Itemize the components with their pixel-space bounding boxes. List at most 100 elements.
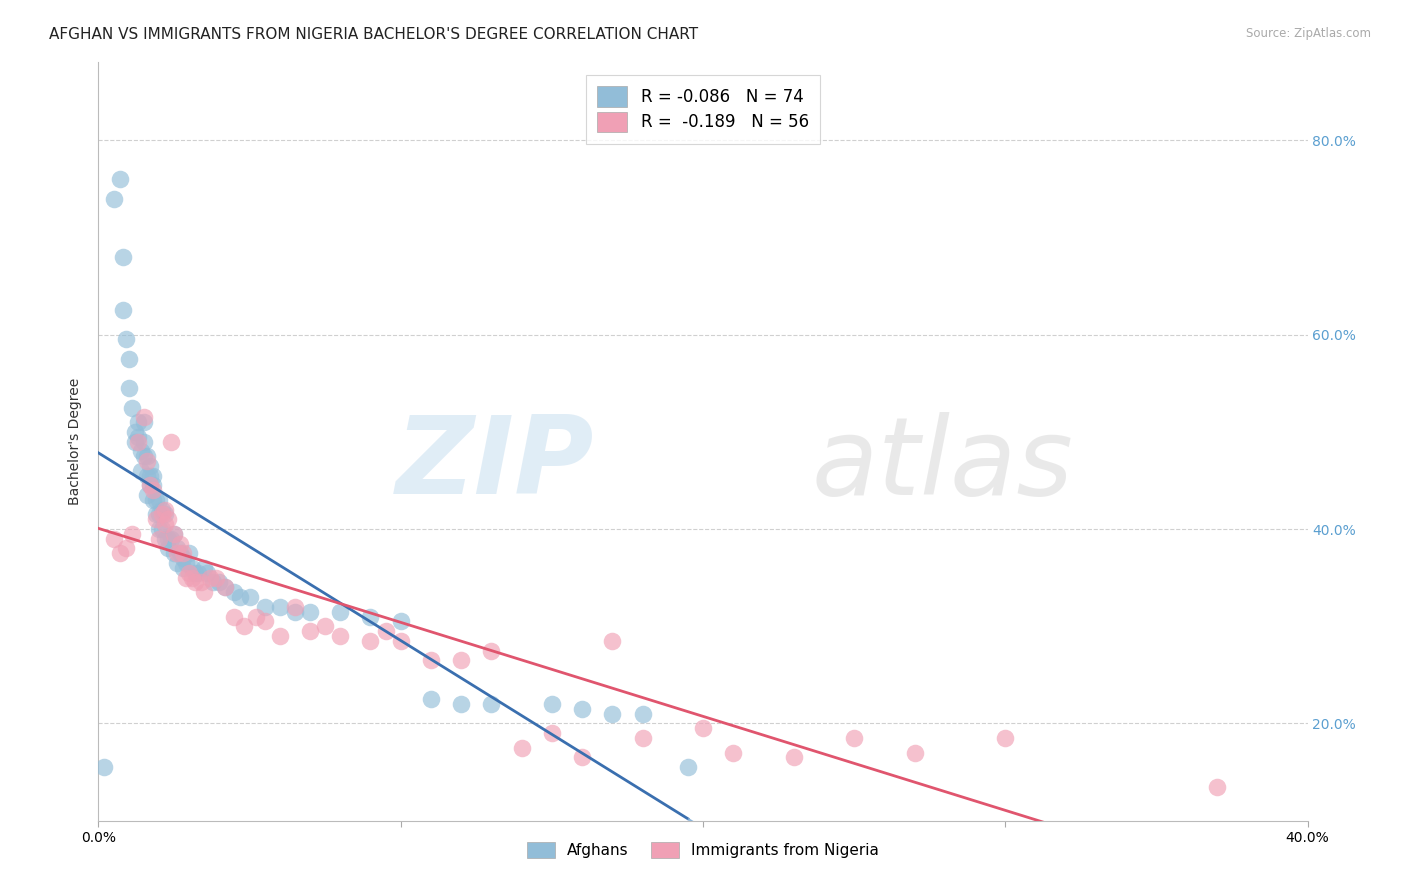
Point (121, 527, 143, 541)
Point (193, 585, 215, 599)
Point (129, 444, 152, 458)
Point (150, 502, 173, 516)
Point (121, 401, 143, 415)
Point (329, 629, 352, 643)
Point (1206, 780, 1229, 794)
Point (142, 478, 165, 492)
Point (692, 721, 714, 735)
Point (103, 192, 125, 206)
Point (169, 546, 191, 560)
Point (153, 532, 176, 546)
Point (510, 740, 533, 755)
Point (174, 556, 197, 570)
Point (571, 702, 593, 716)
Point (172, 561, 194, 575)
Point (631, 731, 654, 745)
Text: atlas: atlas (811, 412, 1074, 516)
Point (420, 692, 443, 706)
Point (195, 566, 218, 580)
Point (602, 633, 624, 648)
Point (156, 512, 179, 526)
Point (166, 546, 188, 560)
Point (142, 468, 165, 483)
Point (148, 508, 170, 522)
Point (450, 653, 472, 667)
Point (269, 629, 291, 643)
Point (481, 643, 503, 657)
Point (299, 605, 322, 619)
Point (253, 615, 276, 629)
Point (145, 512, 167, 526)
Point (269, 599, 291, 614)
Point (253, 599, 276, 614)
Point (200, 571, 222, 585)
Point (205, 571, 228, 585)
Point (360, 609, 382, 624)
Point (166, 541, 188, 556)
Point (360, 633, 382, 648)
Point (139, 478, 162, 492)
Point (994, 731, 1017, 745)
Point (142, 483, 165, 497)
Point (114, 333, 136, 347)
Point (163, 546, 186, 560)
Point (190, 575, 212, 590)
Point (108, 546, 131, 560)
Point (124, 434, 146, 449)
Point (135, 454, 157, 468)
Point (329, 605, 352, 619)
Y-axis label: Bachelor's Degree: Bachelor's Degree (69, 378, 83, 505)
Point (145, 508, 167, 522)
Point (179, 546, 201, 560)
Point (148, 492, 170, 507)
Point (904, 746, 927, 760)
Point (124, 425, 146, 439)
Point (389, 633, 412, 648)
Point (103, 532, 125, 546)
Text: ZIP: ZIP (396, 411, 595, 517)
Point (181, 571, 204, 585)
Point (139, 478, 162, 492)
Point (783, 750, 806, 764)
Point (163, 527, 186, 541)
Point (229, 590, 252, 604)
Text: AFGHAN VS IMMIGRANTS FROM NIGERIA BACHELOR'S DEGREE CORRELATION CHART: AFGHAN VS IMMIGRANTS FROM NIGERIA BACHEL… (49, 27, 699, 42)
Point (676, 760, 699, 774)
Point (184, 575, 207, 590)
Point (299, 624, 322, 639)
Point (132, 410, 155, 425)
Point (114, 541, 136, 556)
Point (187, 566, 209, 580)
Point (150, 522, 173, 536)
Point (148, 522, 170, 536)
Point (540, 726, 562, 740)
Point (631, 706, 654, 721)
Point (135, 488, 157, 502)
Point (202, 575, 225, 590)
Point (150, 508, 173, 522)
Point (153, 517, 176, 532)
Point (145, 492, 167, 507)
Point (153, 502, 176, 516)
Point (540, 697, 562, 711)
Point (224, 609, 246, 624)
Point (172, 551, 194, 566)
Point (284, 599, 307, 614)
Point (174, 571, 197, 585)
Point (208, 575, 231, 590)
Point (239, 590, 262, 604)
Point (314, 619, 336, 633)
Point (118, 381, 141, 395)
Point (160, 434, 183, 449)
Point (135, 449, 157, 463)
Point (723, 746, 745, 760)
Point (284, 605, 307, 619)
Point (389, 615, 412, 629)
Point (224, 585, 246, 599)
Text: Source: ZipAtlas.com: Source: ZipAtlas.com (1246, 27, 1371, 40)
Point (179, 566, 201, 580)
Point (156, 532, 179, 546)
Point (245, 609, 267, 624)
Point (127, 415, 149, 429)
Point (420, 653, 443, 667)
